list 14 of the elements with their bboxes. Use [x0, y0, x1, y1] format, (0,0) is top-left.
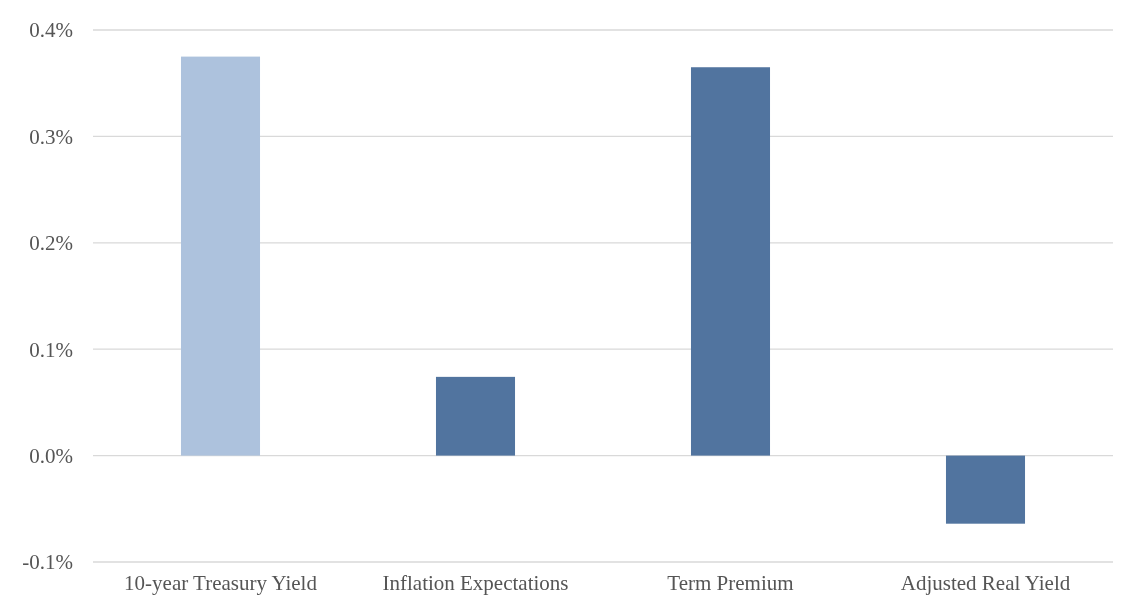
- x-tick-label: Adjusted Real Yield: [900, 571, 1071, 595]
- y-tick-label: -0.1%: [22, 550, 73, 575]
- bar: [435, 376, 516, 456]
- y-tick-label: 0.3%: [29, 124, 73, 149]
- x-tick-label: Term Premium: [667, 571, 794, 595]
- y-tick-label: 0.4%: [29, 18, 73, 43]
- x-tick-label: Inflation Expectations: [382, 571, 569, 595]
- bar: [945, 455, 1026, 524]
- bar: [180, 56, 261, 456]
- x-tick-label: 10-year Treasury Yield: [124, 571, 318, 595]
- y-tick-label: 0.2%: [29, 231, 73, 256]
- bar: [690, 67, 771, 456]
- y-tick-label: 0.1%: [29, 337, 73, 362]
- y-tick-label: 0.0%: [29, 443, 73, 468]
